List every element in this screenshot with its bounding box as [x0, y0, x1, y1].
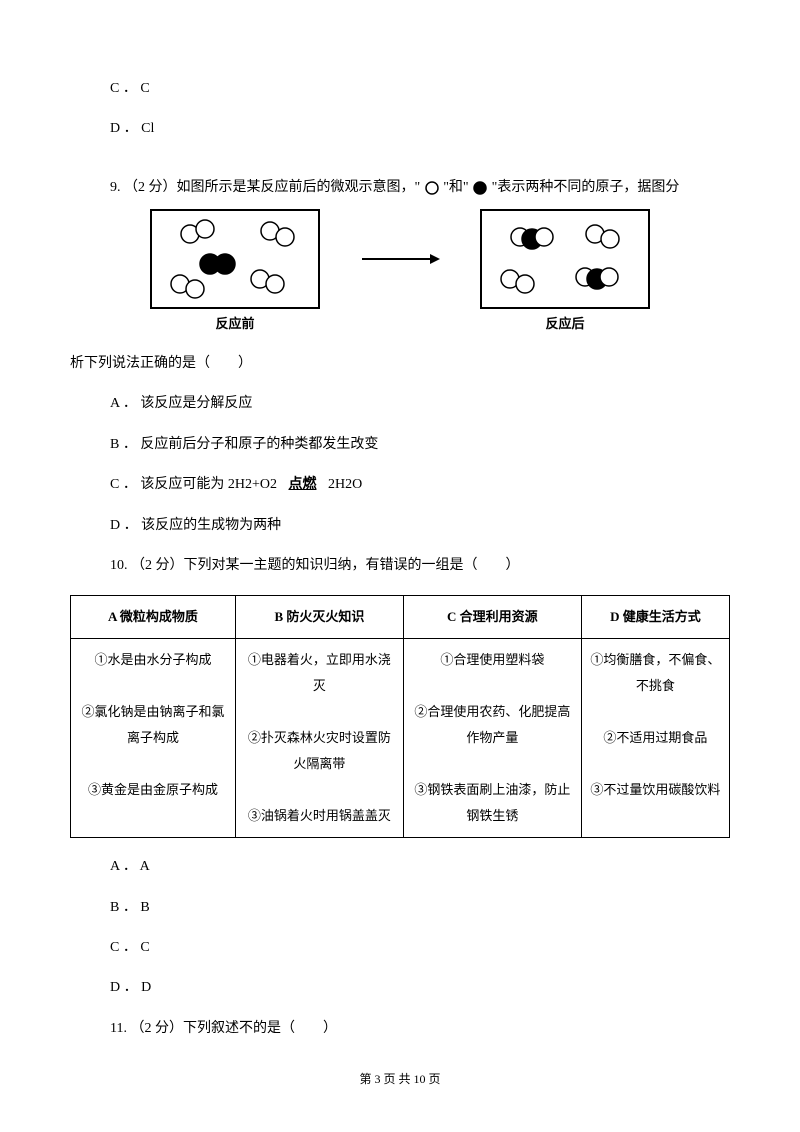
q10-stem: 10. （2 分）下列对某一主题的知识归纳，有错误的一组是（ ） [110, 555, 730, 577]
after-box [480, 209, 650, 309]
q9-mid: "和" [443, 180, 472, 195]
q9-opt-c-pre: C ． 该反应可能为 2H2+O2 [110, 477, 280, 492]
q11-stem: 11. （2 分）下列叙述不的是（ ） [110, 1018, 730, 1040]
q9-opt-d: D ． 该反应的生成物为两种 [110, 515, 730, 537]
q9-opt-b: B ． 反应前后分子和原子的种类都发生改变 [110, 434, 730, 456]
q10-h3: D 健康生活方式 [581, 596, 729, 639]
q10-c3: ①均衡膳食，不偏食、不挑食 ②不适用过期食品 ③不过量饮用碳酸饮料 [581, 639, 729, 838]
arrow-icon [360, 243, 440, 281]
q9-stem: 9. （2 分）如图所示是某反应前后的微观示意图，" "和" "表示两种不同的原… [110, 177, 679, 199]
q10-h1: B 防火灭火知识 [235, 596, 403, 639]
q9-prefix: 9. （2 分）如图所示是某反应前后的微观示意图，" [110, 180, 424, 195]
q9-opt-a: A ． 该反应是分解反应 [110, 393, 730, 415]
page-footer: 第 3 页 共 10 页 [70, 1070, 730, 1089]
q10-table: A 微粒构成物质 B 防火灭火知识 C 合理利用资源 D 健康生活方式 ①水是由… [70, 595, 730, 838]
q10-h2: C 合理利用资源 [403, 596, 581, 639]
q10-opt-b: B ． B [110, 897, 730, 919]
reaction-diagram: 反应前 反应后 [70, 209, 730, 335]
q10-h0: A 微粒构成物质 [71, 596, 236, 639]
q9-opt-c: C ． 该反应可能为 2H2+O2 点燃 2H2O [110, 474, 730, 496]
q10-c1: ①电器着火，立即用水浇灭 ②扑灭森林火灾时设置防火隔离带 ③油锅着火时用锅盖盖灭 [235, 639, 403, 838]
q9-cont: 析下列说法正确的是（ ） [70, 353, 730, 375]
before-label: 反应前 [215, 314, 254, 335]
white-atom-icon [424, 180, 440, 196]
q10-c2: ①合理使用塑料袋 ②合理使用农药、化肥提高作物产量 ③钢铁表面刷上油漆，防止钢铁… [403, 639, 581, 838]
q10-opt-d: D ． D [110, 977, 730, 999]
q9-suffix: "表示两种不同的原子，据图分 [492, 180, 680, 195]
q10-opt-a: A ． A [110, 856, 730, 878]
q9-opt-c-post: 2H2O [328, 477, 362, 492]
q9-opt-c-top: 点燃 [288, 477, 316, 494]
q10-opt-c: C ． C [110, 937, 730, 959]
before-box [150, 209, 320, 309]
black-atom-icon [472, 180, 488, 196]
option-d-top: D ． Cl [110, 118, 730, 140]
after-label: 反应后 [545, 314, 584, 335]
option-c-top: C ． C [110, 78, 730, 100]
q10-c0: ①水是由水分子构成 ②氯化钠是由钠离子和氯离子构成 ③黄金是由金原子构成 [71, 639, 236, 838]
